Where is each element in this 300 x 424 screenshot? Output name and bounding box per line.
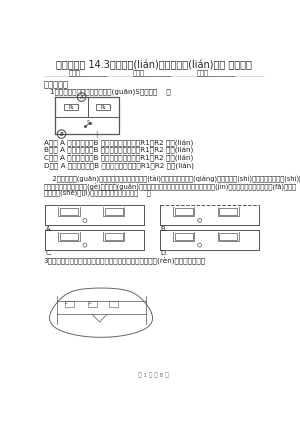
Text: B: B xyxy=(60,131,63,137)
Text: 九年級物理 14.3連接串聯(lián)電路和并聯(lián)電路 同步測試: 九年級物理 14.3連接串聯(lián)電路和并聯(lián)電路 同步測試 xyxy=(56,60,252,70)
Text: 2．聲控開關(guān)在傳感器附近處于斷開狀態(tài)。在接收到一定強(qiáng)度的聲音時(shí)會自動閉合一段時(shí)間，某平一地下通道兩: 2．聲控開關(guān)在傳感器附近處于斷開狀態(tài)。在接收到一定強(qi… xyxy=(44,176,300,183)
Text: 3．小花在家跟家里連接了如圖所示的電路，對該電路的認(rèn)識，不正確的是: 3．小花在家跟家里連接了如圖所示的電路，對該電路的認(rèn)識，不正確的是 xyxy=(44,257,206,264)
Text: B.: B. xyxy=(161,226,167,232)
Text: 端的入口處，各裝有一個(gè)聲控開關(guān)控制同一盞電燈，控制路行人不管從哪端進(jìn)入，電燈都能被通電而發(fā)光。下: 端的入口處，各裝有一個(gè)聲控開關(guān)控制同一盞電燈，控制路行人不管… xyxy=(44,182,297,190)
Text: R₁: R₁ xyxy=(68,105,74,110)
Text: L₁: L₁ xyxy=(65,301,69,305)
FancyBboxPatch shape xyxy=(60,232,78,240)
FancyBboxPatch shape xyxy=(105,232,123,240)
Text: C．若 A 表是電壓表，B 表是電流表，則電阻R1、R2 并聯(lián): C．若 A 表是電壓表，B 表是電流表，則電阻R1、R2 并聯(lián) xyxy=(44,155,193,162)
Text: 第 1 頁 共 8 頁: 第 1 頁 共 8 頁 xyxy=(138,373,169,378)
Circle shape xyxy=(83,218,87,223)
FancyBboxPatch shape xyxy=(175,208,193,215)
FancyBboxPatch shape xyxy=(175,232,193,240)
FancyBboxPatch shape xyxy=(220,232,237,240)
Text: B．若 A 表是電流表，B 表是電壓表，則電阻R1、R2 串聯(lián): B．若 A 表是電流表，B 表是電壓表，則電阻R1、R2 串聯(lián) xyxy=(44,147,193,154)
FancyBboxPatch shape xyxy=(109,301,118,307)
FancyBboxPatch shape xyxy=(60,208,78,215)
Text: A.: A. xyxy=(46,226,52,232)
Circle shape xyxy=(57,130,66,138)
Text: L₂: L₂ xyxy=(88,301,92,305)
Circle shape xyxy=(83,243,87,247)
Text: 1．如圖所示的電路中，為開關(guān)S閉合后（    ）: 1．如圖所示的電路中，為開關(guān)S閉合后（ ） xyxy=(50,89,171,95)
Text: R₂: R₂ xyxy=(100,105,106,110)
Text: A．若 A 表是電流表，B 表是電壓表，則電阻R1、R2 并聯(lián): A．若 A 表是電流表，B 表是電壓表，則電阻R1、R2 并聯(lián) xyxy=(44,139,193,147)
Text: 一、單選題: 一、單選題 xyxy=(44,80,69,89)
Text: A: A xyxy=(80,95,83,100)
Text: S: S xyxy=(86,120,90,125)
Circle shape xyxy=(198,218,202,223)
Text: C.: C. xyxy=(46,250,53,257)
FancyBboxPatch shape xyxy=(88,301,97,307)
Text: |: | xyxy=(95,131,98,137)
Text: 班級：________: 班級：________ xyxy=(133,70,172,76)
Text: D．若 A 表是電壓表，B 表是電流表，則電阻R1、R2 串聯(lián): D．若 A 表是電壓表，B 表是電流表，則電阻R1、R2 串聯(lián) xyxy=(44,162,194,170)
FancyBboxPatch shape xyxy=(220,208,237,215)
FancyBboxPatch shape xyxy=(64,301,74,307)
Circle shape xyxy=(77,93,86,101)
FancyBboxPatch shape xyxy=(105,208,123,215)
Text: D.: D. xyxy=(161,250,168,257)
FancyBboxPatch shape xyxy=(64,104,78,110)
Circle shape xyxy=(198,243,202,247)
Text: 列符合設(shè)計(jì)要求的完全展示的電路是（    ）: 列符合設(shè)計(jì)要求的完全展示的電路是（ ） xyxy=(44,189,150,196)
Text: 成績：________: 成績：________ xyxy=(196,70,235,76)
Text: 姓名：________: 姓名：________ xyxy=(68,70,107,76)
FancyBboxPatch shape xyxy=(97,104,110,110)
